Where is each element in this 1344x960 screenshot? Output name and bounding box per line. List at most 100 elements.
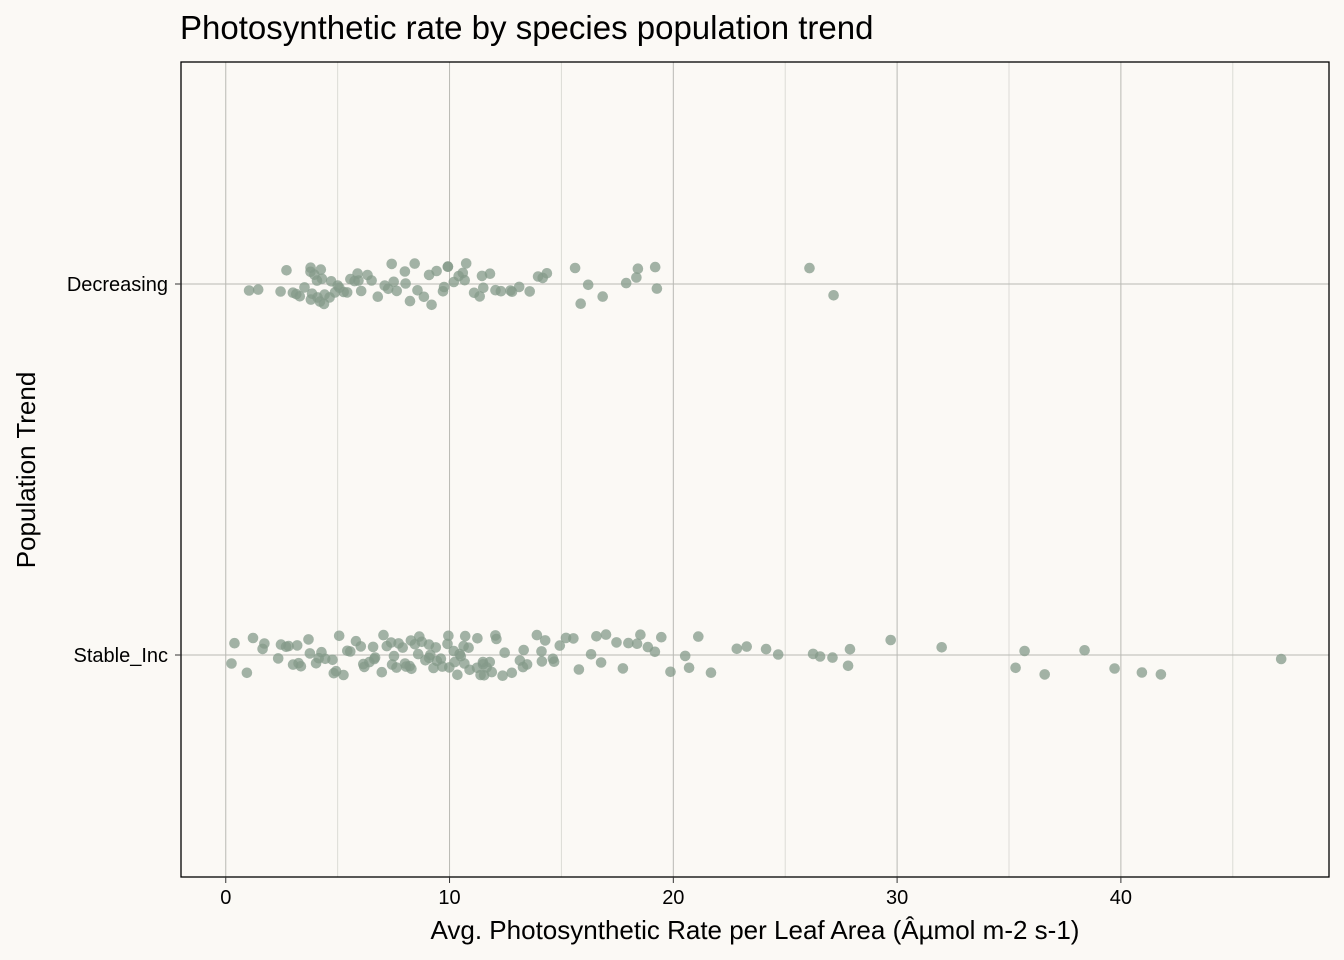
data-point: [631, 638, 643, 649]
data-point: [548, 656, 560, 667]
data-point: [241, 667, 253, 679]
data-point: [442, 261, 454, 273]
x-tick-label: 10: [438, 887, 460, 909]
data-point: [474, 291, 486, 302]
data-point: [617, 663, 629, 674]
data-point: [585, 649, 597, 660]
data-point: [252, 284, 264, 295]
data-point: [591, 631, 602, 642]
data-point: [506, 667, 518, 679]
data-point: [443, 630, 454, 642]
data-points: [226, 258, 1287, 681]
x-tick-label: 20: [662, 887, 684, 909]
data-point: [352, 268, 363, 279]
data-point: [679, 650, 691, 662]
data-point: [376, 666, 388, 678]
data-point: [355, 285, 367, 297]
data-point: [412, 648, 424, 660]
data-point: [1155, 669, 1167, 680]
data-point: [226, 658, 237, 669]
data-point: [569, 262, 581, 274]
data-point: [632, 263, 644, 275]
data-point: [315, 264, 327, 275]
y-tick-label: Decreasing: [67, 274, 168, 296]
data-point: [327, 654, 338, 666]
data-point: [536, 656, 548, 667]
data-point: [409, 258, 421, 269]
data-point: [936, 642, 947, 653]
data-point: [272, 653, 284, 664]
data-point: [486, 666, 498, 678]
data-point: [476, 270, 488, 282]
data-point: [391, 662, 402, 673]
data-point: [400, 278, 411, 289]
data-point: [399, 266, 411, 277]
data-point: [582, 279, 594, 291]
x-axis: 0 10 20 30 40: [220, 877, 1132, 909]
x-tick-label: 40: [1110, 887, 1132, 909]
data-point: [404, 295, 416, 307]
data-point: [369, 652, 381, 663]
data-point: [418, 291, 430, 303]
data-point: [388, 650, 400, 662]
data-point: [635, 629, 646, 640]
data-point: [404, 660, 416, 672]
data-point: [518, 644, 529, 656]
data-point: [1275, 653, 1287, 665]
data-point: [631, 272, 642, 283]
data-point: [295, 661, 307, 672]
data-point: [378, 629, 389, 641]
data-point: [1039, 669, 1050, 680]
data-point: [243, 285, 255, 296]
data-point: [366, 275, 377, 286]
data-point: [499, 647, 511, 658]
data-point: [665, 666, 676, 678]
data-point: [651, 283, 663, 294]
data-point: [435, 653, 447, 664]
data-point: [438, 281, 450, 293]
data-point: [539, 635, 551, 646]
data-point: [495, 285, 507, 297]
data-point: [341, 287, 353, 298]
data-point: [291, 640, 303, 651]
data-point: [229, 637, 240, 649]
data-point: [355, 641, 367, 652]
data-point: [656, 631, 667, 643]
data-point: [281, 265, 292, 276]
data-point: [247, 632, 259, 644]
data-point: [705, 667, 717, 678]
data-point: [397, 642, 409, 653]
data-point: [459, 630, 471, 642]
data-point: [442, 638, 453, 650]
data-point: [391, 285, 403, 297]
data-point: [804, 262, 815, 274]
data-point: [431, 265, 442, 277]
data-point: [1079, 645, 1090, 656]
data-point: [426, 299, 437, 311]
data-point: [459, 274, 471, 286]
data-point: [649, 261, 661, 273]
y-axis: Decreasing Stable_Inc: [67, 274, 181, 667]
data-point: [554, 640, 566, 651]
data-point: [484, 656, 496, 668]
data-point: [316, 273, 328, 285]
y-axis-title: Population Trend: [11, 372, 41, 569]
data-point: [472, 633, 483, 644]
data-point: [367, 641, 379, 653]
data-point: [513, 281, 525, 293]
data-point: [649, 646, 661, 658]
data-point: [491, 633, 502, 645]
data-point: [430, 642, 442, 653]
data-point: [1010, 662, 1021, 674]
data-point: [484, 268, 496, 280]
data-point: [611, 637, 622, 648]
data-point: [452, 669, 463, 681]
x-tick-label: 0: [220, 887, 231, 909]
data-point: [524, 286, 535, 297]
data-point: [536, 646, 547, 657]
data-point: [844, 643, 856, 655]
data-point: [568, 633, 579, 644]
chart-title: Photosynthetic rate by species populatio…: [180, 9, 873, 46]
data-point: [460, 258, 472, 269]
